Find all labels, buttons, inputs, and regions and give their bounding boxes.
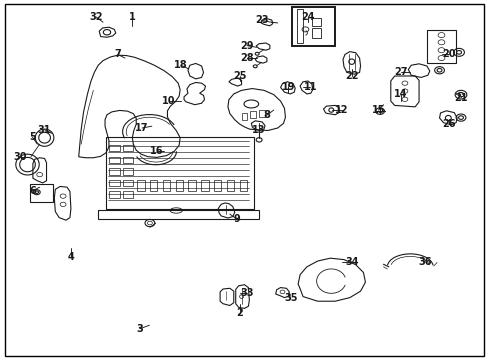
Bar <box>109 157 120 163</box>
Bar <box>311 28 320 39</box>
Text: 18: 18 <box>174 60 187 70</box>
Text: 21: 21 <box>454 93 468 103</box>
Bar <box>201 180 208 191</box>
Bar <box>250 111 256 118</box>
Text: 35: 35 <box>284 293 297 303</box>
Text: 25: 25 <box>232 71 246 81</box>
Bar <box>122 192 133 198</box>
Text: 30: 30 <box>14 152 27 162</box>
Bar <box>427 31 455 63</box>
Text: 16: 16 <box>150 146 163 156</box>
Bar <box>292 7 334 45</box>
Bar <box>122 157 133 163</box>
Text: 36: 36 <box>417 257 431 267</box>
Text: 19: 19 <box>281 82 295 92</box>
Bar <box>241 113 247 120</box>
Text: 10: 10 <box>162 96 175 106</box>
Bar <box>296 9 302 43</box>
Text: 29: 29 <box>240 41 253 50</box>
Bar <box>109 192 120 198</box>
Text: 9: 9 <box>233 215 240 224</box>
Bar <box>137 180 144 191</box>
Bar <box>259 110 264 117</box>
Text: 8: 8 <box>263 111 269 121</box>
Bar <box>122 145 133 151</box>
Text: 2: 2 <box>236 308 243 318</box>
Bar <box>311 18 320 26</box>
Text: 34: 34 <box>345 257 358 267</box>
Bar <box>163 180 170 191</box>
Text: 31: 31 <box>38 125 51 135</box>
Text: 12: 12 <box>335 105 348 115</box>
Bar <box>109 168 120 175</box>
Bar <box>109 145 120 151</box>
Bar <box>175 180 183 191</box>
Bar <box>226 180 234 191</box>
Bar <box>122 180 133 186</box>
Text: 24: 24 <box>301 12 314 22</box>
Bar <box>150 180 157 191</box>
Text: 13: 13 <box>252 125 265 135</box>
Text: 5: 5 <box>29 132 36 142</box>
Text: 1: 1 <box>129 12 136 22</box>
Text: 28: 28 <box>240 53 253 63</box>
Text: 4: 4 <box>68 252 75 262</box>
Text: 33: 33 <box>240 288 253 298</box>
Text: 15: 15 <box>371 105 385 115</box>
Text: 23: 23 <box>254 15 268 26</box>
Text: 17: 17 <box>135 123 148 133</box>
Bar <box>188 180 195 191</box>
Text: 3: 3 <box>136 324 143 334</box>
Text: 27: 27 <box>393 67 407 77</box>
Text: 6: 6 <box>29 186 36 196</box>
Text: 11: 11 <box>303 82 316 92</box>
Text: 20: 20 <box>442 49 455 59</box>
Bar <box>98 210 259 220</box>
Bar <box>214 180 221 191</box>
Text: 7: 7 <box>114 49 121 59</box>
Bar <box>109 180 120 186</box>
Bar <box>122 168 133 175</box>
Bar <box>105 137 254 209</box>
Text: 22: 22 <box>345 71 358 81</box>
Text: 26: 26 <box>442 120 455 129</box>
Bar <box>239 180 246 191</box>
Text: 14: 14 <box>393 89 407 99</box>
Text: 32: 32 <box>89 12 102 22</box>
Bar <box>30 184 53 202</box>
